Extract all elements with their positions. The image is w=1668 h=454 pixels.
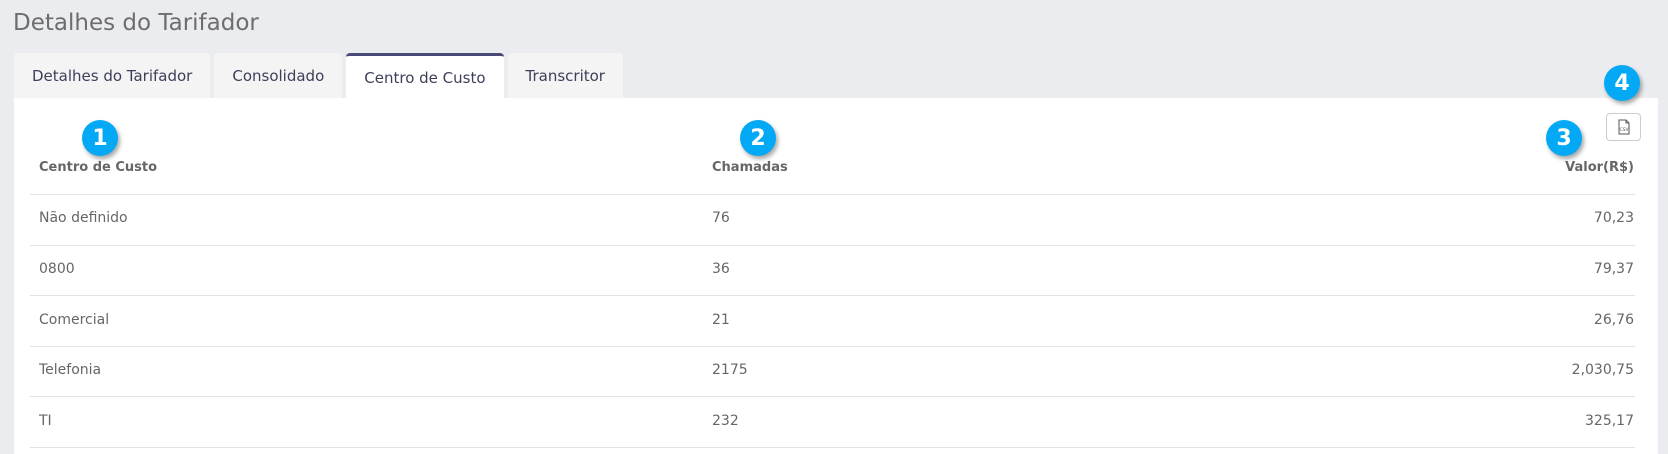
- annotation-badge-2: 2: [740, 120, 776, 156]
- csv-file-icon: CSV: [1618, 119, 1629, 135]
- svg-text:CSV: CSV: [1619, 127, 1629, 133]
- cell-valor: 325,17: [1585, 413, 1634, 429]
- cell-centro: Não definido: [39, 210, 128, 226]
- divider: [30, 447, 1635, 448]
- tab-centro-de-custo[interactable]: Centro de Custo: [346, 53, 504, 99]
- cell-chamadas: 21: [712, 312, 730, 328]
- annotation-badge-4: 4: [1604, 65, 1640, 101]
- cell-valor: 79,37: [1593, 261, 1634, 277]
- tab-transcritor[interactable]: Transcritor: [507, 53, 623, 98]
- header-centro-de-custo[interactable]: Centro de Custo: [39, 160, 158, 175]
- page-title: Detalhes do Tarifador: [13, 10, 259, 36]
- divider: [30, 194, 1635, 195]
- cell-chamadas: 36: [712, 261, 730, 277]
- cell-chamadas: 232: [712, 413, 739, 429]
- cell-centro: Comercial: [39, 312, 110, 328]
- annotation-badge-3: 3: [1546, 120, 1582, 156]
- divider: [30, 295, 1635, 296]
- header-valor[interactable]: Valor(R$): [1565, 160, 1634, 175]
- cell-valor: 2,030,75: [1571, 362, 1634, 378]
- header-chamadas[interactable]: Chamadas: [712, 160, 788, 175]
- export-csv-button[interactable]: CSV: [1606, 113, 1641, 141]
- cell-chamadas: 76: [712, 210, 730, 226]
- cell-chamadas: 2175: [712, 362, 748, 378]
- cell-centro: TI: [39, 413, 52, 429]
- cell-centro: 0800: [39, 261, 75, 277]
- divider: [30, 245, 1635, 246]
- tab-consolidado[interactable]: Consolidado: [214, 53, 343, 98]
- cell-valor: 26,76: [1593, 312, 1634, 328]
- cell-centro: Telefonia: [39, 362, 102, 378]
- divider: [30, 346, 1635, 347]
- cell-valor: 70,23: [1593, 210, 1634, 226]
- tab-detalhes[interactable]: Detalhes do Tarifador: [14, 53, 211, 98]
- divider: [30, 396, 1635, 397]
- annotation-badge-1: 1: [82, 120, 118, 156]
- content-panel: [14, 98, 1658, 454]
- tab-bar: Detalhes do Tarifador Consolidado Centro…: [14, 53, 623, 99]
